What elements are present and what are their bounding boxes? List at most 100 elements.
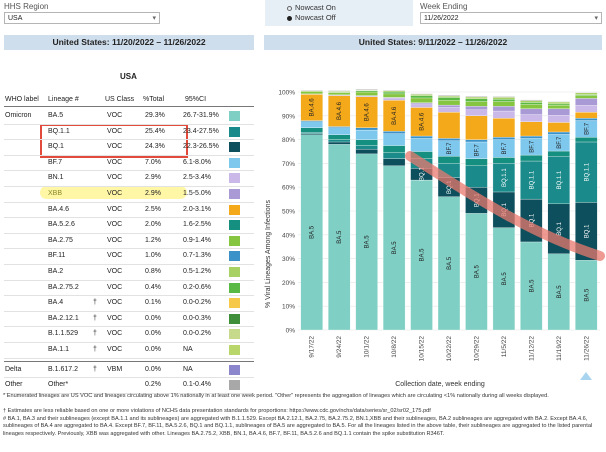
scroll-indicator-icon[interactable]: [580, 372, 592, 380]
bar-segment-xbb[interactable]: [575, 98, 598, 106]
bar-segment-bq-1[interactable]: [355, 148, 378, 155]
bar-segment-other[interactable]: [355, 89, 378, 91]
bar-segment-ba-2[interactable]: [410, 94, 433, 96]
bar-segment-xbb[interactable]: [520, 108, 543, 115]
bar-segment-ba-5-2-6[interactable]: [328, 134, 351, 140]
bar-segment-bf-11[interactable]: [575, 118, 598, 121]
bar-segment-other[interactable]: [465, 96, 488, 98]
bar-segment-xbb[interactable]: [492, 106, 516, 112]
bar-segment-bn-1[interactable]: [492, 110, 516, 119]
bar-segment-ba-5-2-6[interactable]: [520, 154, 543, 162]
bar-segment-ba-2-75[interactable]: [437, 100, 461, 106]
bar-segment-bf-7[interactable]: [355, 129, 378, 140]
bar-segment-ba-4-6[interactable]: [437, 112, 461, 139]
bar-segment-ba-2[interactable]: [575, 92, 598, 95]
bar-segment-ba-4-6[interactable]: [465, 115, 488, 140]
nowcast-off-option[interactable]: Nowcast Off: [287, 13, 336, 22]
bar-segment-bq-1-1[interactable]: [300, 132, 323, 134]
bar-segment-bn-1[interactable]: [547, 115, 570, 123]
bar-segment-ba-4-6[interactable]: [547, 122, 570, 133]
bar-segment-bf-11[interactable]: [355, 127, 378, 131]
bar-segment-other[interactable]: [492, 96, 516, 98]
bar-segment-ba-2-75-2[interactable]: [465, 98, 488, 102]
bar-segment-bq-1[interactable]: [300, 133, 323, 135]
bar-segment-ba-5-2-6[interactable]: [355, 139, 378, 146]
bar-segment-ba-2[interactable]: [547, 101, 570, 105]
lineage-cell: BF.11: [48, 252, 66, 260]
bar-segment-ba-2-75[interactable]: [410, 97, 433, 103]
bar-segment-bq-1-1[interactable]: [328, 139, 351, 143]
bar-segment-bf-11[interactable]: [520, 135, 543, 139]
week-ending-select[interactable]: 11/26/2022 ▾: [420, 12, 602, 24]
bar-segment-ba-5-2-6[interactable]: [300, 127, 323, 133]
bar-segment-other[interactable]: [300, 89, 323, 91]
bar-segment-xbb[interactable]: [547, 108, 570, 116]
bar-segment-xbb[interactable]: [410, 102, 433, 105]
bar-segment-ba-2-75[interactable]: [520, 104, 543, 109]
bar-segment-ba-2-75[interactable]: [328, 92, 351, 96]
bar-segment-bn-1[interactable]: [465, 109, 488, 116]
nowcast-on-option[interactable]: Nowcast On: [287, 3, 336, 12]
bar-segment-bn-1[interactable]: [437, 107, 461, 113]
bar-segment-ba-5-2-6[interactable]: [382, 145, 406, 153]
bar-segment-ba-2-75-2[interactable]: [382, 91, 406, 95]
bar-segment-ba-2-75-2[interactable]: [355, 90, 378, 93]
bar-segment-bn-1[interactable]: [520, 114, 543, 122]
bar-segment-xbb[interactable]: [437, 104, 461, 108]
bar-segment-ba-2-75[interactable]: [575, 95, 598, 99]
bar-segment-ba-2-75-2[interactable]: [437, 97, 461, 101]
bar-segment-ba-2[interactable]: [465, 96, 488, 99]
bar-segment-ba-5-2-6[interactable]: [437, 156, 461, 164]
bar-segment-other[interactable]: [382, 89, 406, 91]
bar-segment-ba-4-6[interactable]: [520, 121, 543, 137]
bar-segment-ba-5-2-6[interactable]: [492, 157, 516, 164]
bar-segment-ba-2-75-2[interactable]: [492, 98, 516, 102]
region-select[interactable]: USA ▾: [4, 12, 160, 24]
bar-segment-other[interactable]: [520, 99, 543, 101]
bar-segment-ba-2[interactable]: [382, 90, 406, 93]
bar-segment-ba-2[interactable]: [437, 95, 461, 98]
bar-segment-ba-5-2-6[interactable]: [465, 158, 488, 166]
bar-segment-other[interactable]: [328, 90, 351, 92]
bar-segment-ba-2-75-2[interactable]: [547, 103, 570, 106]
bar-segment-bn-1[interactable]: [382, 97, 406, 101]
bar-segment-ba-2-75[interactable]: [382, 93, 406, 98]
bar-segment-ba-2[interactable]: [520, 100, 543, 103]
bar-segment-ba-2-75[interactable]: [547, 104, 570, 109]
bar-segment-bf-7[interactable]: [410, 138, 433, 152]
bar-segment-bn-1[interactable]: [410, 103, 433, 108]
bar-segment-bq-1-1[interactable]: [355, 145, 378, 150]
bar-segment-ba-5-2-6[interactable]: [547, 150, 570, 157]
bar-segment-ba-5-2-6[interactable]: [575, 137, 598, 143]
bar-segment-other[interactable]: [437, 95, 461, 97]
bar-segment-bf-11[interactable]: [492, 137, 516, 140]
bar-segment-bq-1[interactable]: [328, 141, 351, 145]
bar-segment-ba-2-75-2[interactable]: [520, 102, 543, 105]
bar-segment-ba-2-75-2[interactable]: [410, 95, 433, 99]
bar-segment-xbb[interactable]: [465, 106, 488, 111]
bar-segment-ba-4-6[interactable]: [492, 118, 516, 138]
bar-segment-ba-2-75[interactable]: [465, 101, 488, 107]
bar-segment-bf-11[interactable]: [465, 139, 488, 143]
bar-segment-bf-7[interactable]: [328, 127, 351, 135]
bar-segment-ba-2-75[interactable]: [300, 91, 323, 95]
bar-segment-bf-7[interactable]: [382, 133, 406, 146]
x-tick-label: 11/5/22: [501, 336, 508, 358]
bar-segment-bq-1[interactable]: [382, 158, 406, 166]
bar-segment-bf-7[interactable]: [300, 121, 323, 128]
bar-segment-bf-11[interactable]: [410, 135, 433, 139]
bar-segment-bn-1[interactable]: [355, 95, 378, 97]
bar-segment-ba-2-75[interactable]: [355, 91, 378, 96]
bar-segment-other[interactable]: [410, 93, 433, 95]
bar-segment-bq-1-1[interactable]: [465, 165, 488, 188]
bar-segment-bf-11[interactable]: [382, 131, 406, 134]
bar-segment-bf-11[interactable]: [328, 126, 351, 128]
bar-segment-ba-4-6[interactable]: [575, 112, 598, 119]
bar-segment-ba-2-75[interactable]: [492, 101, 516, 107]
bar-segment-bf-11[interactable]: [300, 120, 323, 122]
bar-segment-bf-11[interactable]: [437, 138, 461, 141]
bar-segment-bq-1-1[interactable]: [382, 152, 406, 159]
bar-segment-bn-1[interactable]: [575, 105, 598, 113]
bar-segment-bf-11[interactable]: [547, 131, 570, 135]
bar-segment-ba-2[interactable]: [492, 97, 516, 100]
